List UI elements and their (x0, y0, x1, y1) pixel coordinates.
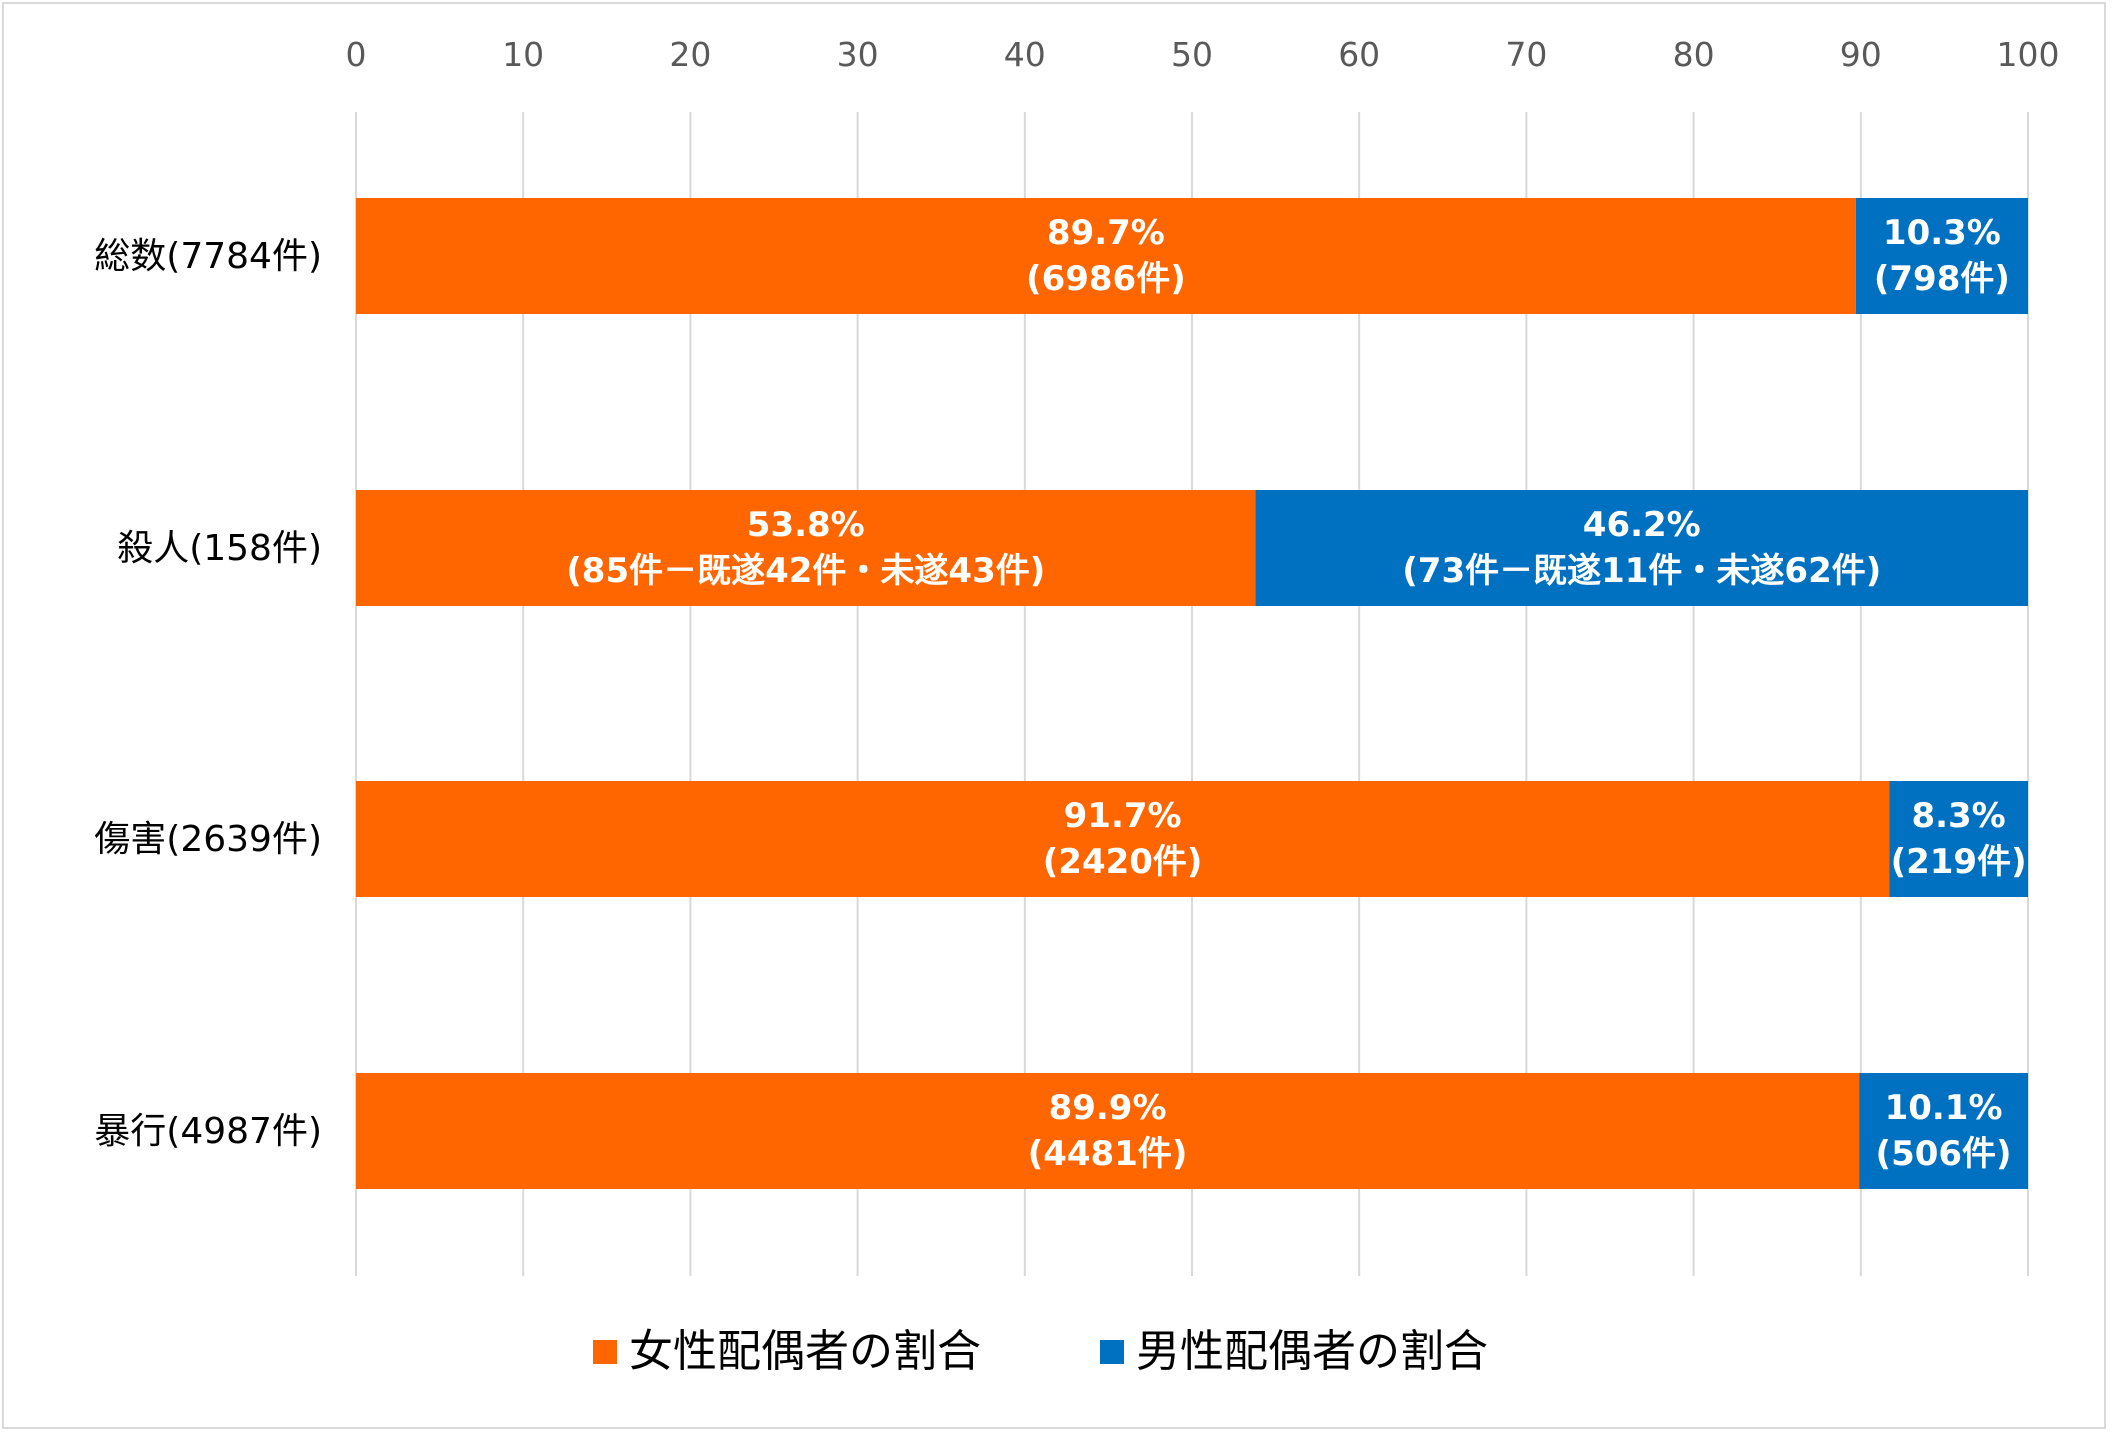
data-label: 89.9% (1049, 1088, 1167, 1128)
data-label: 10.3% (1883, 213, 2001, 253)
x-tick-label: 0 (346, 35, 367, 74)
legend-swatch-female (593, 1340, 617, 1364)
bar-female (356, 198, 1856, 314)
data-label-count: (85件－既遂42件・未遂43件) (566, 551, 1045, 591)
bar-male (1855, 198, 2028, 314)
category-label: 傷害(2639件) (94, 819, 322, 860)
x-axis-ticks: 0 10 20 30 40 50 60 70 80 90 100 (346, 35, 2060, 74)
x-tick-label: 100 (1997, 35, 2060, 74)
data-label: 10.1% (1885, 1088, 2003, 1128)
data-label: 53.8% (747, 505, 865, 545)
x-tick-label: 70 (1505, 35, 1547, 74)
x-tick-label: 60 (1338, 35, 1380, 74)
data-label-count: (4481件) (1028, 1134, 1188, 1174)
x-tick-label: 30 (837, 35, 879, 74)
x-tick-label: 50 (1171, 35, 1213, 74)
legend-label-male: 男性配偶者の割合 (1136, 1326, 1488, 1377)
chart-svg: 0 10 20 30 40 50 60 70 80 90 100 89.7% (6986件) 10.3%… (94, 35, 2060, 1377)
data-label: 91.7% (1064, 796, 1182, 836)
legend: 女性配偶者の割合 男性配偶者の割合 (593, 1326, 1488, 1377)
x-tick-label: 10 (502, 35, 544, 74)
data-label: 8.3% (1911, 796, 2005, 836)
x-tick-label: 90 (1840, 35, 1882, 74)
x-tick-label: 20 (669, 35, 711, 74)
data-label-count: (219件) (1891, 842, 2027, 882)
category-axis: 総数(7784件) 殺人(158件) 傷害(2639件) 暴行(4987件) (94, 236, 322, 1152)
bar-male (1859, 1073, 2028, 1189)
category-label: 暴行(4987件) (94, 1111, 322, 1152)
bar-male (1889, 781, 2028, 897)
legend-label-female: 女性配偶者の割合 (629, 1326, 981, 1377)
bar-female (356, 1073, 1860, 1189)
data-label-count: (2420件) (1043, 842, 1203, 882)
data-label: 89.7% (1047, 213, 1165, 253)
bar-layer: 89.7% (6986件) 10.3% (798件) 53.8% (85件－既遂42件・未… (356, 198, 2028, 1189)
data-label-count: (6986件) (1026, 259, 1186, 299)
data-label-count: (798件) (1874, 259, 2010, 299)
legend-swatch-male (1100, 1340, 1124, 1364)
data-label-count: (506件) (1876, 1134, 2012, 1174)
bar-female (356, 781, 1890, 897)
data-label-count: (73件－既遂11件・未遂62件) (1402, 551, 1881, 591)
data-label: 46.2% (1583, 505, 1701, 545)
category-label: 総数(7784件) (94, 236, 322, 277)
x-tick-label: 80 (1673, 35, 1715, 74)
category-label: 殺人(158件) (117, 528, 322, 569)
x-tick-label: 40 (1004, 35, 1046, 74)
bar-female (356, 490, 1256, 606)
bar-male (1255, 490, 2028, 606)
